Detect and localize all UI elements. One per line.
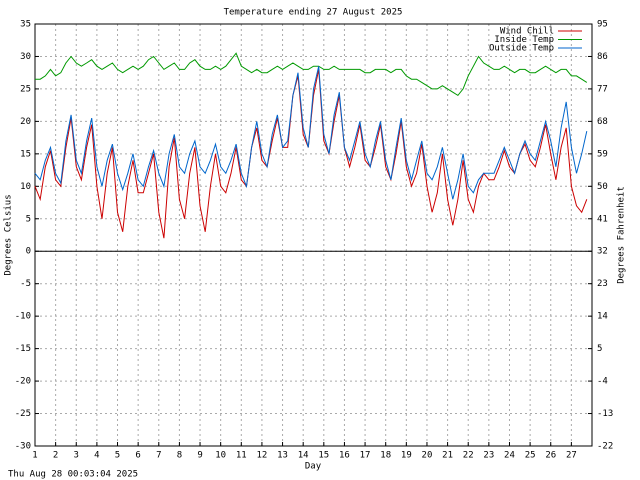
x-tick-label: 11 <box>236 451 247 461</box>
y-tick-label: 10 <box>20 182 31 192</box>
y-tick-label: 30 <box>20 52 31 62</box>
x-tick-label: 14 <box>298 451 309 461</box>
legend-label: Outside Temp <box>489 44 554 54</box>
x-tick-label: 6 <box>135 451 140 461</box>
x-tick-label: 9 <box>197 451 202 461</box>
y-tick-label: 0 <box>26 247 31 257</box>
x-tick-label: 16 <box>339 451 350 461</box>
series-line <box>34 66 588 200</box>
y-tick-label: 15 <box>20 149 31 159</box>
y2-tick-label: 95 <box>597 20 608 30</box>
x-tick-label: 2 <box>53 451 58 461</box>
x-tick-label: 1 <box>32 451 37 461</box>
y2-tick-label: 77 <box>597 84 608 94</box>
y-tick-label: -30 <box>15 442 31 452</box>
y-tick-label: -15 <box>15 344 31 354</box>
y2-tick-label: 86 <box>597 52 608 62</box>
x-tick-label: 5 <box>115 451 120 461</box>
x-tick-label: 4 <box>94 451 99 461</box>
y2-tick-label: 68 <box>597 117 608 127</box>
x-tick-label: 10 <box>215 451 226 461</box>
y-tick-label: -10 <box>15 312 31 322</box>
y-tick-label: -20 <box>15 377 31 387</box>
y2-axis-label: Degrees Fahrenheit <box>617 186 627 284</box>
x-axis-label: Day <box>305 462 322 472</box>
x-tick-label: 17 <box>360 451 371 461</box>
x-tick-label: 8 <box>177 451 182 461</box>
y-tick-label: 5 <box>26 214 31 224</box>
y2-tick-label: 5 <box>597 344 602 354</box>
x-tick-label: 24 <box>504 451 515 461</box>
y2-tick-label: 14 <box>597 312 608 322</box>
y2-tick-label: -22 <box>597 442 613 452</box>
legend-label: Wind Chill <box>500 27 554 37</box>
x-tick-label: 23 <box>483 451 494 461</box>
x-tick-label: 25 <box>525 451 536 461</box>
x-tick-label: 20 <box>422 451 433 461</box>
y-axis-label: Degrees Celsius <box>4 194 14 275</box>
x-tick-label: 22 <box>463 451 474 461</box>
y2-tick-label: -13 <box>597 409 613 419</box>
y-tick-label: 20 <box>20 117 31 127</box>
plot-frame <box>34 23 593 447</box>
x-tick-label: 21 <box>442 451 453 461</box>
x-tick-label: 26 <box>545 451 556 461</box>
chart-title: Temperature ending 27 August 2025 <box>224 8 403 18</box>
footer: Thu Aug 28 00:03:04 2025 <box>8 470 138 480</box>
x-tick-label: 13 <box>277 451 288 461</box>
x-tick-label: 3 <box>74 451 79 461</box>
legend-label: Inside Temp <box>494 35 554 45</box>
x-tick-label: 15 <box>318 451 329 461</box>
y-tick-label: 35 <box>20 20 31 30</box>
y2-tick-label: -4 <box>597 377 608 387</box>
y-tick-label: -25 <box>15 409 31 419</box>
y2-tick-label: 32 <box>597 247 608 257</box>
x-tick-label: 7 <box>156 451 161 461</box>
y2-tick-label: 41 <box>597 214 608 224</box>
x-tick-label: 18 <box>380 451 391 461</box>
series-line <box>35 52 588 97</box>
x-tick-label: 12 <box>257 451 268 461</box>
y2-tick-label: 50 <box>597 182 608 192</box>
x-tick-label: 19 <box>401 451 412 461</box>
x-tick-label: 27 <box>566 451 577 461</box>
y-tick-label: 25 <box>20 84 31 94</box>
y2-tick-label: 23 <box>597 279 608 289</box>
y-tick-label: -5 <box>20 279 31 289</box>
y2-tick-label: 59 <box>597 149 608 159</box>
